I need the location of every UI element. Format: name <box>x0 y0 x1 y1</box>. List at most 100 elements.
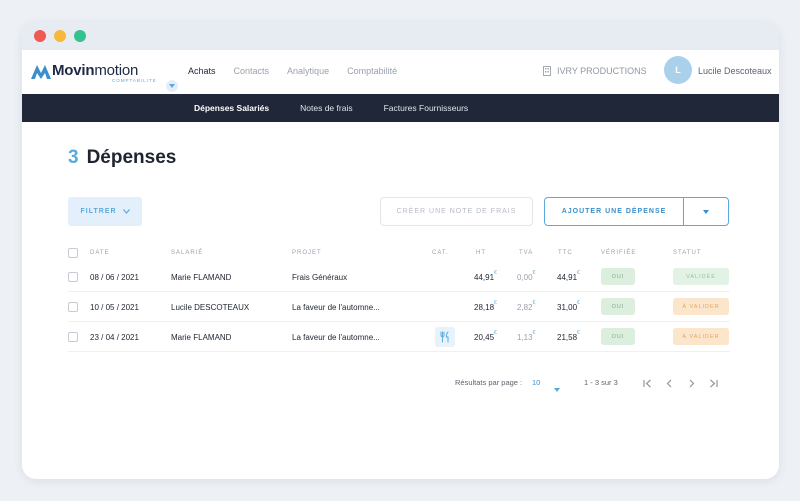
cell-ttc: 44,91€ <box>557 270 580 282</box>
page-range: 1 - 3 sur 3 <box>584 378 618 387</box>
header-ht[interactable]: HT <box>476 250 486 256</box>
cell-ttc-value: 21,58 <box>557 333 578 342</box>
brand-logo[interactable]: Movinmotion COMPTABILITE <box>30 62 180 92</box>
previous-page-button[interactable] <box>662 376 676 390</box>
chevron-down-icon <box>169 84 175 88</box>
status-badge: À VALIDER <box>673 298 729 315</box>
create-expense-report-label: CRÉER UNE NOTE DE FRAIS <box>396 208 517 215</box>
table-header: DATE SALARIÉ PROJET CAT. HT TVA TTC VÉRI… <box>68 246 730 262</box>
window-titlebar <box>22 22 779 50</box>
table-row[interactable]: 23 / 04 / 2021 Marie FLAMAND La faveur d… <box>68 322 730 352</box>
nav-item-comptabilite[interactable]: Comptabilité <box>347 66 398 76</box>
nav-item-analytique[interactable]: Analytique <box>287 66 330 76</box>
cell-date: 23 / 04 / 2021 <box>90 333 139 342</box>
caret-down-icon <box>703 209 709 214</box>
cell-ttc-value: 31,00 <box>557 303 578 312</box>
brand-name-light: motion <box>94 62 139 79</box>
verified-badge: OUI <box>601 328 635 345</box>
page-title: 3 Dépenses <box>68 147 176 169</box>
company-selector[interactable]: IVRY PRODUCTIONS <box>543 66 647 76</box>
row-checkbox[interactable] <box>68 302 78 312</box>
currency-symbol: € <box>577 270 580 276</box>
brand-logo-mark-icon <box>31 65 51 79</box>
maximize-window-button[interactable] <box>74 30 86 42</box>
cell-employee: Lucile DESCOTEAUX <box>171 303 250 312</box>
user-name[interactable]: Lucile Descoteaux <box>698 66 772 76</box>
company-name: IVRY PRODUCTIONS <box>557 66 647 76</box>
close-window-button[interactable] <box>34 30 46 42</box>
cell-ttc: 31,00€ <box>557 300 580 312</box>
cell-date: 08 / 06 / 2021 <box>90 273 139 282</box>
cell-employee: Marie FLAMAND <box>171 333 232 342</box>
currency-symbol: € <box>532 270 536 276</box>
per-page-caret-icon[interactable] <box>554 379 560 397</box>
header-verified[interactable]: VÉRIFIÉE <box>601 250 637 256</box>
header-category[interactable]: CAT. <box>432 250 449 256</box>
fork-knife-icon <box>440 331 449 343</box>
create-expense-report-button[interactable]: CRÉER UNE NOTE DE FRAIS <box>380 197 533 226</box>
header-tva[interactable]: TVA <box>519 250 534 256</box>
cell-tva-value: 0,00 <box>517 273 533 282</box>
row-checkbox[interactable] <box>68 332 78 342</box>
building-icon <box>543 66 551 76</box>
verified-badge: OUI <box>601 298 635 315</box>
sub-navigation: Dépenses Salariés Notes de frais Facture… <box>22 94 779 122</box>
add-expense-label: AJOUTER UNE DÉPENSE <box>561 208 667 215</box>
expense-count: 3 <box>68 147 79 168</box>
per-page-select[interactable]: 10 <box>532 378 541 387</box>
header-ttc[interactable]: TTC <box>558 250 573 256</box>
select-all-checkbox[interactable] <box>68 248 78 258</box>
filter-button[interactable]: FILTRER <box>68 197 142 226</box>
top-navigation: Movinmotion COMPTABILITE Achats Contacts… <box>22 50 779 94</box>
cell-ttc-value: 44,91 <box>557 273 578 282</box>
currency-symbol: € <box>494 330 497 336</box>
avatar[interactable]: L <box>664 56 692 84</box>
currency-symbol: € <box>577 300 580 306</box>
next-page-button[interactable] <box>684 376 698 390</box>
nav-item-contacts[interactable]: Contacts <box>233 66 270 76</box>
add-expense-split-button: AJOUTER UNE DÉPENSE <box>544 197 729 226</box>
row-checkbox[interactable] <box>68 272 78 282</box>
cell-date: 10 / 05 / 2021 <box>90 303 139 312</box>
per-page-label: Résultats par page : <box>455 378 523 387</box>
currency-symbol: € <box>532 300 536 306</box>
status-badge: À VALIDER <box>673 328 729 345</box>
expenses-table: DATE SALARIÉ PROJET CAT. HT TVA TTC VÉRI… <box>68 246 730 352</box>
last-page-icon <box>709 379 718 387</box>
cell-tva: 2,82€ <box>517 300 536 312</box>
header-date[interactable]: DATE <box>90 250 110 256</box>
page-title-text: Dépenses <box>86 147 177 168</box>
last-page-button[interactable] <box>706 376 720 390</box>
cell-tva-value: 1,13 <box>517 333 533 342</box>
cell-project: La faveur de l'automne... <box>292 303 380 312</box>
app-switcher-button[interactable] <box>166 80 178 92</box>
add-expense-button[interactable]: AJOUTER UNE DÉPENSE <box>545 198 684 225</box>
tab-notes-de-frais[interactable]: Notes de frais <box>300 103 353 113</box>
header-employee[interactable]: SALARIÉ <box>171 250 204 256</box>
cell-tva: 0,00€ <box>517 270 536 282</box>
add-expense-dropdown-button[interactable] <box>684 209 728 214</box>
first-page-button[interactable] <box>640 376 654 390</box>
cell-ht-value: 20,45 <box>474 333 495 342</box>
tab-depenses-salaries[interactable]: Dépenses Salariés <box>194 103 270 113</box>
cell-ht: 20,45€ <box>474 330 497 342</box>
header-project[interactable]: PROJET <box>292 250 322 256</box>
cell-ht: 44,91€ <box>474 270 497 282</box>
cell-ht-value: 44,91 <box>474 273 495 282</box>
cell-project: Frais Généraux <box>292 273 348 282</box>
currency-symbol: € <box>494 300 497 306</box>
nav-item-achats[interactable]: Achats <box>188 66 216 76</box>
cell-ttc: 21,58€ <box>557 330 580 342</box>
currency-symbol: € <box>577 330 580 336</box>
table-row[interactable]: 08 / 06 / 2021 Marie FLAMAND Frais Génér… <box>68 262 730 292</box>
main-nav: Achats Contacts Analytique Comptabilité <box>188 66 415 76</box>
app-window: Movinmotion COMPTABILITE Achats Contacts… <box>22 22 779 479</box>
chevron-down-icon <box>122 209 130 214</box>
first-page-icon <box>642 379 651 387</box>
header-status[interactable]: STATUT <box>673 250 702 256</box>
table-row[interactable]: 10 / 05 / 2021 Lucile DESCOTEAUX La fave… <box>68 292 730 322</box>
minimize-window-button[interactable] <box>54 30 66 42</box>
tab-factures-fournisseurs[interactable]: Factures Fournisseurs <box>383 103 469 113</box>
filter-button-label: FILTRER <box>80 208 117 215</box>
currency-symbol: € <box>494 270 497 276</box>
